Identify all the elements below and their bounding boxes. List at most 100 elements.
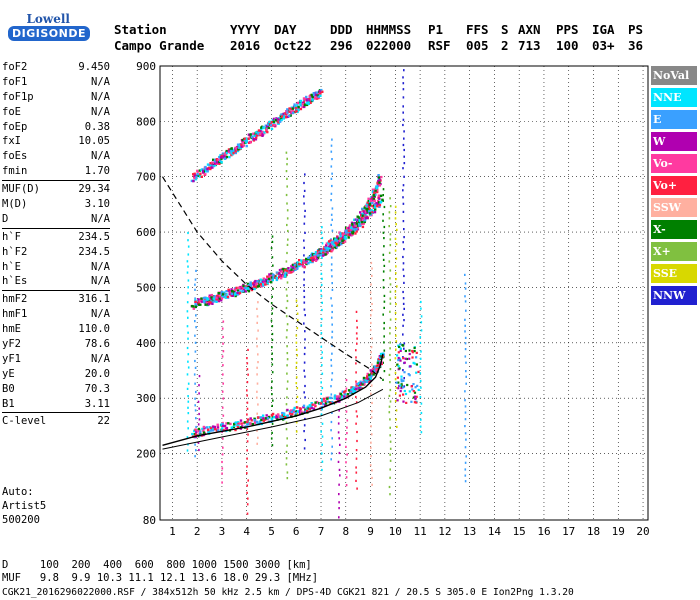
echo-dot: [200, 297, 203, 300]
echo-dot: [276, 118, 280, 121]
spread-echo-dot: [400, 375, 403, 378]
echo-dot: [301, 103, 304, 106]
streak-dot: [331, 275, 333, 278]
echo-dot: [311, 403, 314, 406]
streak-dot: [383, 335, 385, 338]
echo-dot: [357, 216, 361, 219]
echo-dot: [277, 121, 280, 124]
echo-dot: [347, 389, 351, 392]
echo-dot: [334, 238, 337, 241]
s-label: S: [501, 22, 509, 37]
streak-dot: [402, 369, 404, 372]
echo-dot: [253, 134, 256, 137]
streak-dot: [420, 402, 423, 405]
streak-dot: [321, 308, 323, 312]
echo-dot: [272, 274, 275, 277]
echo-dot: [214, 299, 217, 303]
echo-dot: [208, 295, 211, 299]
echo-dot: [241, 286, 245, 290]
echo-dot: [354, 387, 358, 391]
streak-dot: [246, 362, 249, 365]
streak-dot: [389, 302, 392, 305]
streak-dot: [382, 270, 385, 273]
echo-dot: [197, 301, 200, 305]
echo-dot: [316, 254, 320, 257]
streak-dot: [321, 236, 324, 240]
echo-dot: [377, 179, 380, 183]
echo-dot: [233, 288, 236, 291]
echo-dot: [234, 287, 237, 290]
echo-dot: [280, 267, 284, 271]
streak-dot: [246, 449, 248, 452]
echo-dot: [192, 305, 195, 308]
x-tick-label: 15: [513, 525, 526, 538]
streak-dot: [270, 386, 273, 390]
streak-dot: [285, 463, 288, 466]
echo-dot: [253, 421, 257, 424]
echo-dot: [307, 256, 310, 260]
streak-dot: [382, 194, 384, 197]
echo-dot: [221, 423, 224, 426]
echo-dot: [379, 200, 383, 204]
streak-dot: [287, 238, 289, 241]
echo-dot: [291, 107, 295, 110]
streak-dot: [187, 331, 189, 334]
echo-dot: [205, 426, 208, 429]
echo-dot: [380, 361, 383, 364]
echo-dot: [287, 267, 290, 270]
echo-dot: [291, 110, 294, 113]
echo-dot: [362, 381, 365, 384]
param-name: h`F2: [2, 245, 28, 258]
streak-dot: [345, 387, 348, 390]
spread-echo-dot: [400, 380, 403, 383]
streak-dot: [321, 435, 324, 438]
x-tick-label: 2: [194, 525, 201, 538]
echo-dot: [328, 245, 331, 248]
echo-dot: [194, 178, 198, 181]
legend-entry-nnw: NNW: [651, 286, 697, 305]
echo-dot: [292, 410, 296, 413]
digisonde-logo: Lowell DIGISONDE: [8, 12, 90, 44]
streak-dot: [330, 223, 332, 226]
streak-dot: [465, 309, 467, 312]
streak-dot: [464, 318, 466, 321]
streak-dot: [389, 197, 391, 200]
echo-dot: [230, 149, 233, 153]
param-name: fxI: [2, 135, 21, 148]
echo-dot: [232, 150, 236, 153]
echo-dot: [248, 283, 252, 286]
streak-dot: [222, 397, 225, 400]
streak-dot: [402, 268, 405, 271]
streak-dot: [464, 355, 467, 358]
echo-dot: [302, 265, 305, 268]
echo-dot: [241, 138, 245, 142]
echo-dot: [238, 291, 242, 295]
echo-dot: [347, 229, 351, 233]
echo-dot: [255, 420, 259, 424]
echo-dot: [298, 263, 301, 266]
echo-dot: [353, 389, 357, 393]
streak-dot: [419, 365, 422, 368]
streak-dot: [395, 303, 397, 306]
echo-dot: [341, 239, 344, 242]
echo-dot: [322, 251, 325, 254]
legend-entry-x-: X-: [651, 220, 697, 239]
echo-dot: [270, 417, 273, 420]
echo-dot: [293, 103, 296, 106]
streak-dot: [271, 307, 274, 310]
echo-dot: [204, 296, 207, 300]
streak-dot: [330, 165, 333, 168]
echo-dot: [336, 239, 339, 243]
echo-dot: [201, 427, 204, 431]
streak-dot: [402, 302, 405, 305]
echo-dot: [205, 301, 209, 305]
streak-dot: [356, 415, 358, 418]
streak-dot: [383, 349, 386, 352]
streak-dot: [464, 282, 467, 285]
streak-dot: [356, 337, 358, 340]
streak-dot: [198, 384, 200, 387]
echo-dot: [346, 227, 349, 230]
echo-dot: [212, 297, 215, 300]
streak-dot: [186, 449, 189, 452]
streak-dot: [355, 422, 357, 425]
